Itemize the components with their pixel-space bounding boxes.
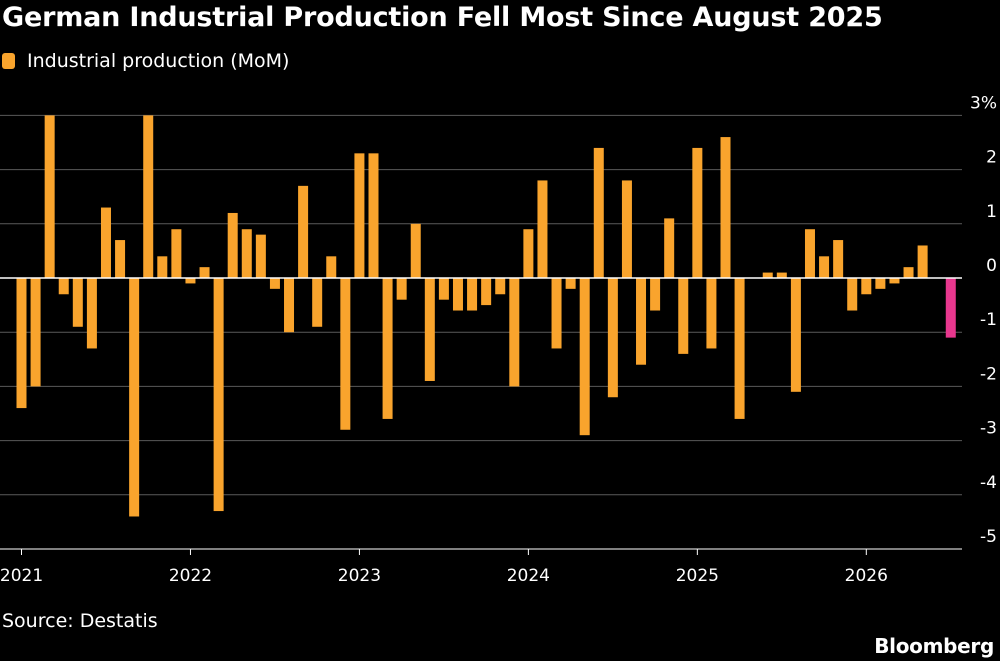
bar bbox=[100, 207, 111, 278]
bar bbox=[565, 278, 576, 289]
x-tick-label: 2026 bbox=[845, 566, 888, 586]
y-tick-label: -2 bbox=[980, 364, 997, 384]
y-tick-label: -4 bbox=[980, 473, 997, 493]
bar bbox=[706, 278, 717, 349]
bar bbox=[804, 229, 815, 278]
bar bbox=[143, 115, 154, 279]
bar bbox=[467, 278, 478, 311]
bar bbox=[115, 240, 126, 278]
bar bbox=[481, 278, 492, 306]
bar bbox=[382, 278, 393, 419]
bars bbox=[16, 115, 956, 517]
y-tick-label: -1 bbox=[980, 310, 997, 330]
bar bbox=[227, 212, 238, 278]
bar-chart: 3% 2 1 0 -1 -2 -3 -4 -5 2021 2022 2023 2024 2025 2026 bbox=[0, 93, 997, 586]
x-axis: 2021 2022 2023 2024 2025 2026 bbox=[0, 548, 962, 586]
bar bbox=[579, 278, 590, 436]
bar bbox=[213, 278, 224, 512]
bar bbox=[621, 180, 632, 278]
bar bbox=[889, 278, 900, 284]
bar bbox=[86, 278, 97, 349]
y-tick-label: -3 bbox=[980, 419, 997, 439]
chart-title: German Industrial Production Fell Most S… bbox=[2, 2, 883, 33]
bar bbox=[523, 229, 534, 278]
bar bbox=[424, 278, 435, 381]
bar bbox=[664, 218, 675, 278]
bar bbox=[354, 153, 365, 278]
bar bbox=[129, 278, 140, 517]
bloomberg-logo: Bloomberg bbox=[874, 634, 994, 658]
bar bbox=[30, 278, 41, 387]
bar bbox=[847, 278, 858, 311]
bar bbox=[650, 278, 661, 311]
x-tick-label: 2023 bbox=[338, 566, 381, 586]
bar bbox=[495, 278, 506, 295]
bar bbox=[269, 278, 280, 289]
bar bbox=[551, 278, 562, 349]
bar bbox=[284, 278, 295, 333]
bar bbox=[537, 180, 548, 278]
bar bbox=[368, 153, 379, 278]
x-tick-label: 2021 bbox=[0, 566, 43, 586]
x-tick-label: 2024 bbox=[507, 566, 550, 586]
bar bbox=[44, 115, 55, 279]
y-tick-label: 1 bbox=[986, 202, 997, 222]
bar bbox=[312, 278, 323, 327]
bar bbox=[593, 147, 604, 278]
bar bbox=[819, 256, 830, 278]
bar bbox=[734, 278, 745, 419]
bar bbox=[16, 278, 27, 409]
bar bbox=[636, 278, 647, 365]
bar bbox=[298, 185, 309, 278]
y-tick-label: 3% bbox=[970, 93, 997, 113]
y-tick-label: -5 bbox=[980, 527, 997, 547]
bar bbox=[875, 278, 886, 289]
bar bbox=[410, 223, 421, 278]
bar bbox=[241, 229, 252, 278]
bar bbox=[607, 278, 618, 398]
bar bbox=[199, 267, 210, 278]
x-tick-label: 2025 bbox=[676, 566, 719, 586]
legend-label: Industrial production (MoM) bbox=[27, 50, 290, 72]
bar bbox=[326, 256, 337, 278]
source-note: Source: Destatis bbox=[2, 610, 158, 632]
y-tick-label: 2 bbox=[986, 148, 997, 168]
y-axis-labels: 3% 2 1 0 -1 -2 -3 -4 -5 bbox=[970, 93, 997, 547]
bar bbox=[58, 278, 69, 295]
bar-latest bbox=[945, 278, 956, 338]
bar bbox=[438, 278, 449, 300]
bar bbox=[396, 278, 407, 300]
bar bbox=[157, 256, 168, 278]
bar bbox=[776, 272, 787, 278]
bar bbox=[833, 240, 844, 278]
legend: Industrial production (MoM) bbox=[2, 50, 289, 72]
bar bbox=[255, 234, 266, 278]
bar bbox=[861, 278, 872, 295]
bar bbox=[678, 278, 689, 354]
legend-swatch bbox=[2, 53, 15, 69]
y-tick-label: 0 bbox=[986, 256, 997, 276]
bar bbox=[790, 278, 801, 392]
bar bbox=[692, 147, 703, 278]
x-tick-label: 2022 bbox=[169, 566, 212, 586]
bar bbox=[340, 278, 351, 430]
bar bbox=[171, 229, 182, 278]
bar bbox=[72, 278, 83, 327]
bar bbox=[185, 278, 196, 284]
bar bbox=[903, 267, 914, 278]
bar bbox=[720, 137, 731, 278]
bar bbox=[762, 272, 773, 278]
bar bbox=[452, 278, 463, 311]
bar bbox=[509, 278, 520, 387]
bar bbox=[917, 245, 928, 278]
